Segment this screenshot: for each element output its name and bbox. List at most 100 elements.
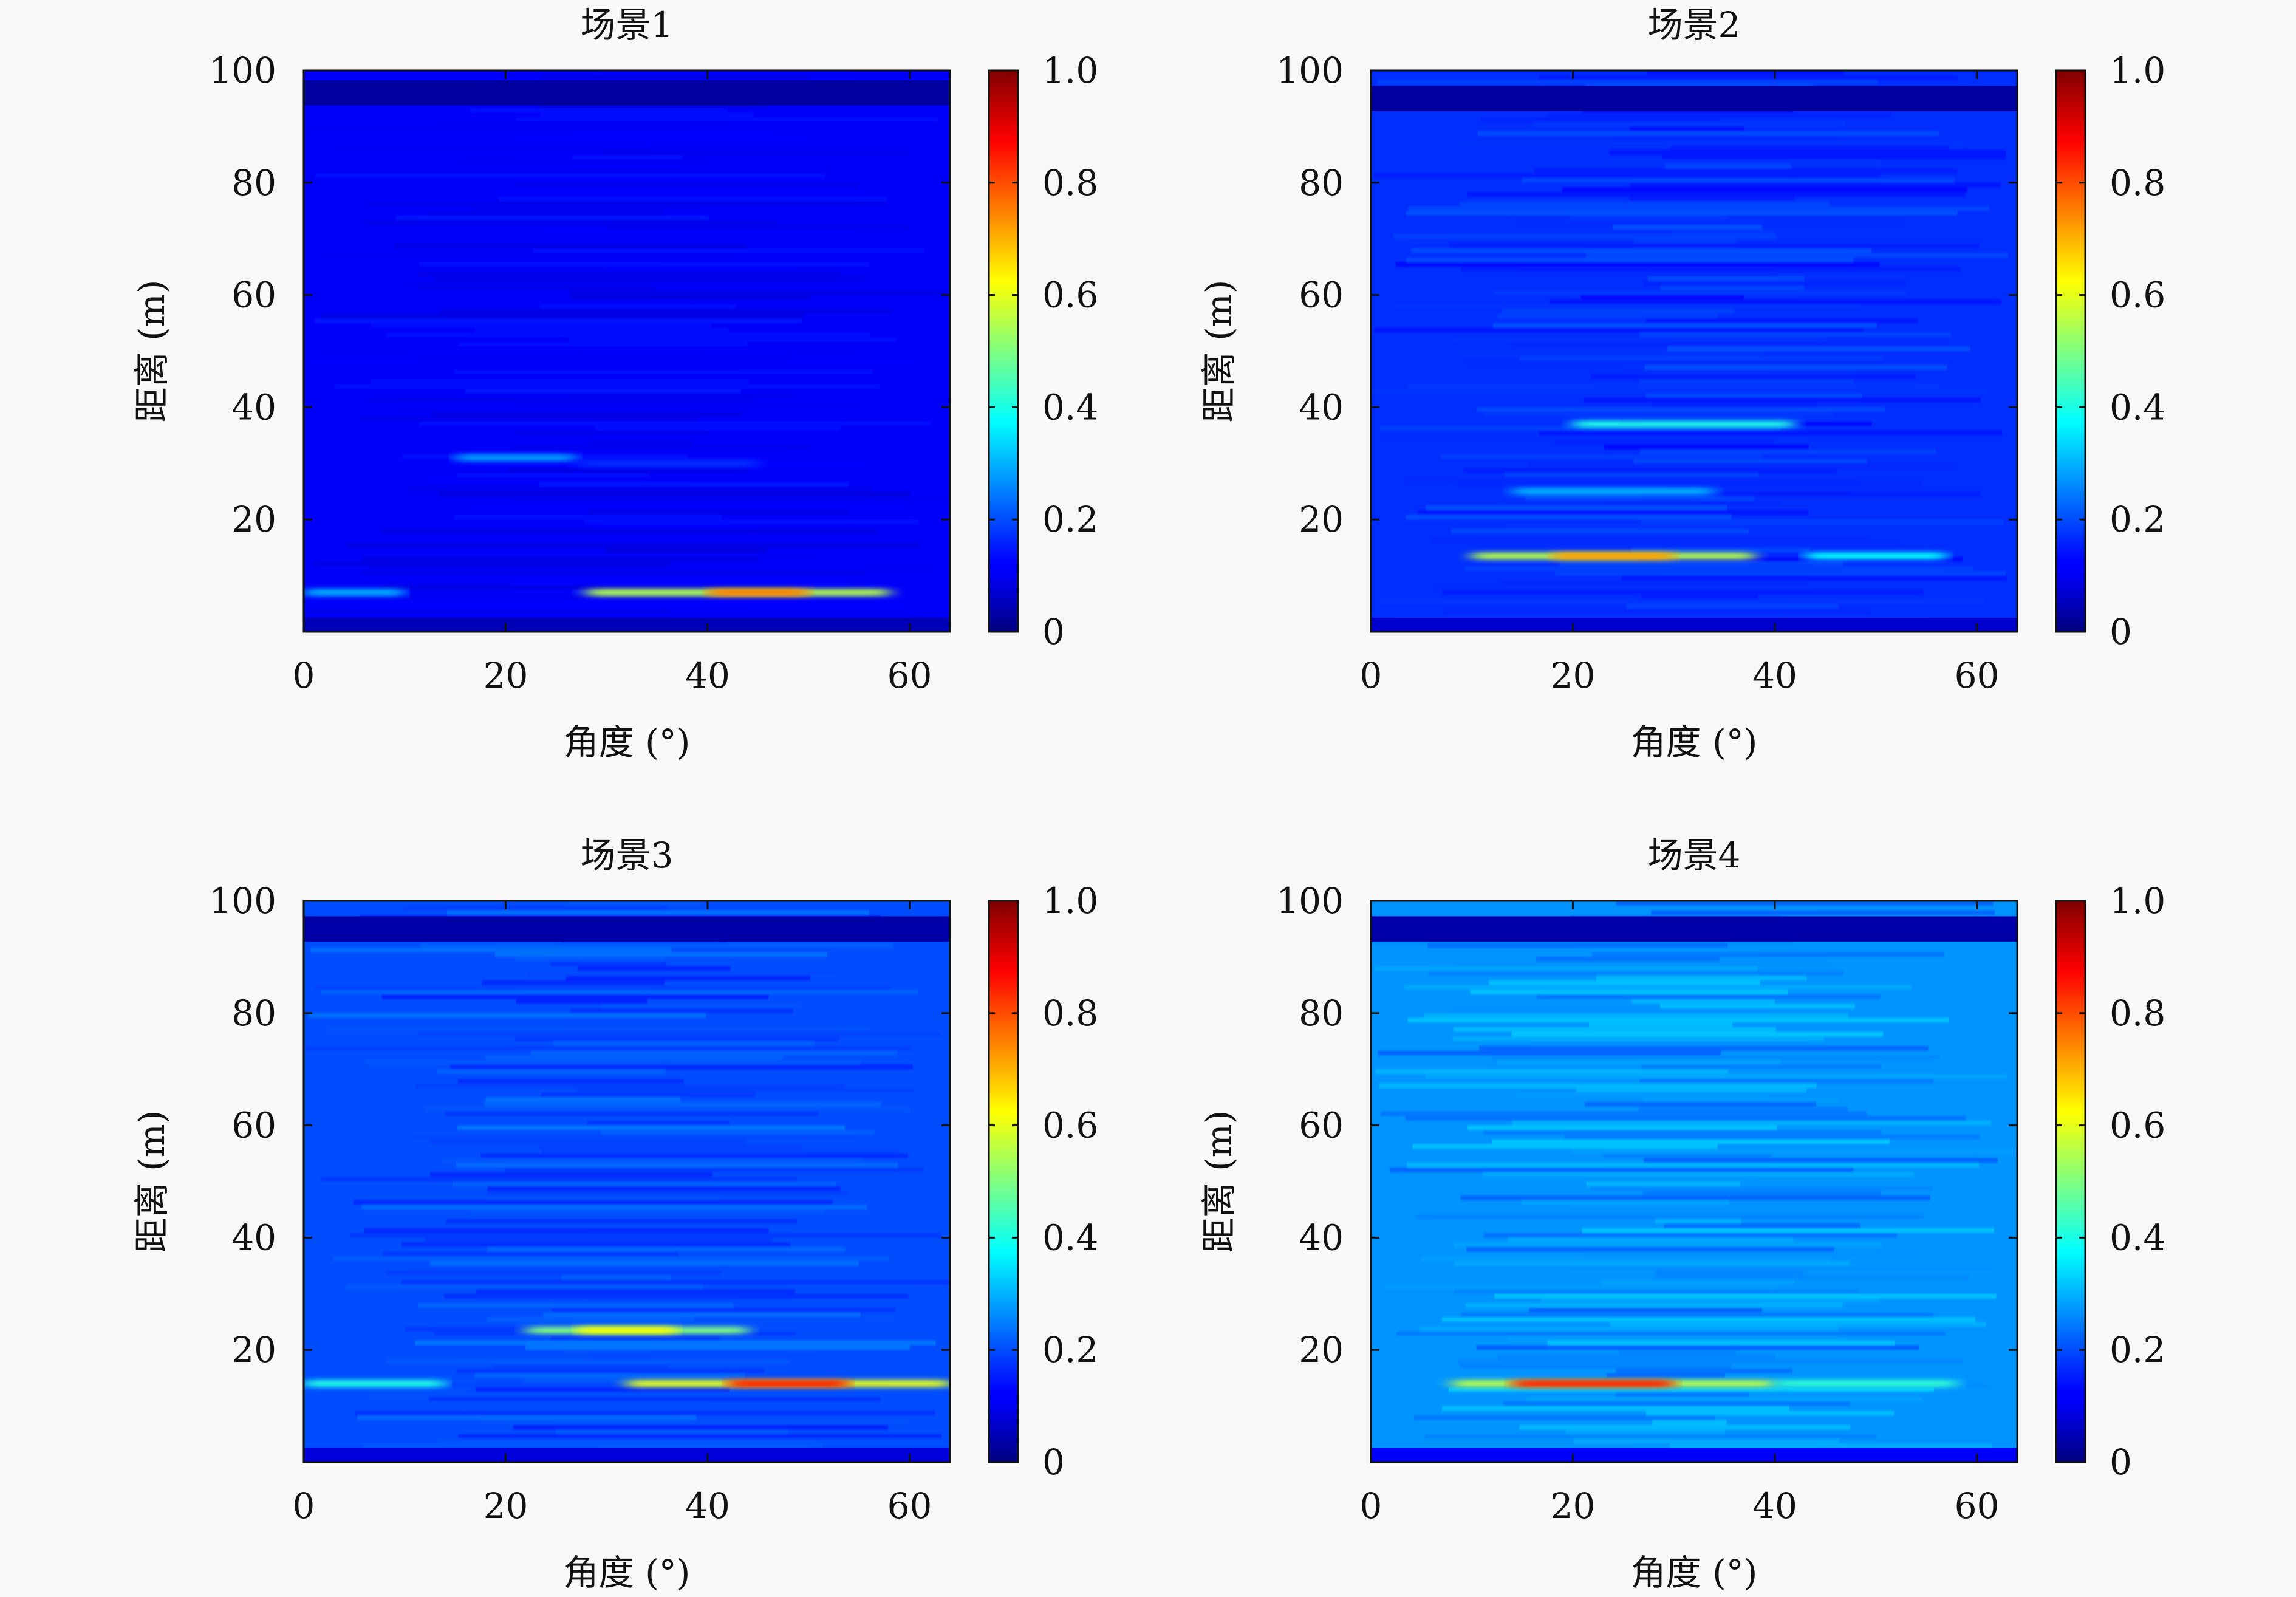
colorbar-tick-label: 0 <box>1042 611 1065 652</box>
texture-row <box>474 1373 745 1378</box>
texture-row <box>1639 379 1854 384</box>
colorbar-tick-label: 1.0 <box>1042 880 1098 922</box>
texture-row <box>1378 1050 1721 1056</box>
plot-frame <box>302 69 951 633</box>
texture-row <box>606 267 803 272</box>
texture-row <box>1584 1102 1817 1107</box>
texture-row <box>605 547 767 553</box>
texture-row <box>1459 1364 1731 1369</box>
texture-row <box>1577 948 1757 952</box>
texture-row <box>1425 1073 2007 1079</box>
texture-row <box>516 117 938 122</box>
texture-row <box>586 1298 791 1304</box>
texture-row <box>1515 220 1905 225</box>
texture-row <box>1517 1092 1766 1098</box>
texture-row <box>1568 1265 1993 1271</box>
texture-row <box>385 332 870 337</box>
texture-row <box>1653 1275 1970 1280</box>
texture-row <box>310 948 672 952</box>
texture-row <box>1604 445 1809 450</box>
texture-row <box>333 1256 890 1261</box>
plot-frame <box>1370 900 2018 1463</box>
y-tick-label: 40 <box>1299 386 1344 428</box>
texture-row <box>321 313 803 319</box>
y-tick-label: 60 <box>1299 275 1344 316</box>
texture-row <box>487 1246 845 1252</box>
texture-row <box>1622 369 1769 375</box>
texture-row <box>428 1397 881 1401</box>
chart-panel-3: 0 20 40 60 20 40 60 80 100 场景3 角度 (°) 距离 (m) 0 0.2 0.4… <box>131 835 1098 1593</box>
texture-row <box>1622 575 2007 581</box>
texture-row <box>1616 1392 1750 1397</box>
x-tick-label: 60 <box>1955 1485 2000 1527</box>
texture-row <box>1660 1004 1855 1009</box>
texture-row <box>541 112 754 117</box>
texture-row <box>418 168 830 174</box>
bottom-edge-band <box>1371 1448 2017 1462</box>
texture-row <box>1464 360 1952 366</box>
texture-row <box>1672 229 1774 234</box>
texture-row <box>1466 1303 1843 1308</box>
texture-row <box>1497 1354 1775 1359</box>
texture-row <box>1406 515 1732 520</box>
texture-row <box>1491 1055 1940 1060</box>
texture-row <box>485 1097 681 1103</box>
texture-row <box>1441 1406 1789 1411</box>
texture-row <box>1377 80 1878 85</box>
texture-row <box>441 1438 940 1444</box>
texture-row <box>419 262 870 267</box>
texture-row <box>1518 272 1777 276</box>
texture-row <box>1522 178 1955 183</box>
texture-row <box>491 1364 669 1369</box>
texture-row <box>1477 542 1900 548</box>
texture-row <box>564 901 700 906</box>
texture-row <box>541 1149 900 1154</box>
texture-row <box>1428 971 1844 976</box>
texture-row <box>575 538 843 543</box>
texture-row <box>456 1369 765 1373</box>
texture-row <box>1449 243 1980 248</box>
texture-row <box>595 70 853 75</box>
texture-row <box>1512 1120 1992 1126</box>
texture-row <box>1375 966 1758 971</box>
y-tick-label: 80 <box>1299 993 1344 1034</box>
texture-row <box>1427 943 1728 948</box>
texture-row <box>1605 501 1781 506</box>
texture-row <box>540 304 736 309</box>
x-tick-label: 40 <box>685 655 730 696</box>
texture-row <box>1436 1209 1931 1214</box>
texture-row <box>499 196 888 202</box>
texture-row <box>1454 1260 1850 1266</box>
colorbar-tick-label: 0.6 <box>2110 1105 2165 1146</box>
texture-row <box>1639 1078 1933 1084</box>
heatmap-texture <box>306 70 949 632</box>
texture-row <box>1492 323 1877 328</box>
texture-row <box>1590 374 1916 380</box>
texture-row <box>346 1284 703 1290</box>
texture-row <box>1452 337 1826 342</box>
texture-row <box>487 1186 841 1191</box>
heatmap-band <box>304 916 950 942</box>
texture-row <box>407 1265 778 1271</box>
texture-row <box>1539 430 2003 436</box>
colorbar-tick-label: 0 <box>1042 1441 1065 1483</box>
heatmap-band <box>1573 420 1795 428</box>
texture-row <box>1379 1083 1817 1088</box>
texture-row <box>1484 412 1834 417</box>
texture-row <box>1633 459 1867 463</box>
texture-row <box>601 1130 874 1135</box>
texture-row <box>491 192 863 197</box>
texture-row <box>346 542 920 548</box>
texture-row <box>1569 215 1726 221</box>
texture-row <box>458 159 708 164</box>
texture-row <box>320 1177 798 1182</box>
texture-row <box>1601 1279 1795 1285</box>
y-tick-label: 80 <box>1299 162 1344 203</box>
texture-row <box>1483 1130 1881 1135</box>
texture-row <box>1463 468 1837 473</box>
bottom-edge-band <box>304 617 950 632</box>
texture-row <box>403 905 669 911</box>
texture-row <box>337 145 650 150</box>
texture-row <box>387 1359 789 1364</box>
